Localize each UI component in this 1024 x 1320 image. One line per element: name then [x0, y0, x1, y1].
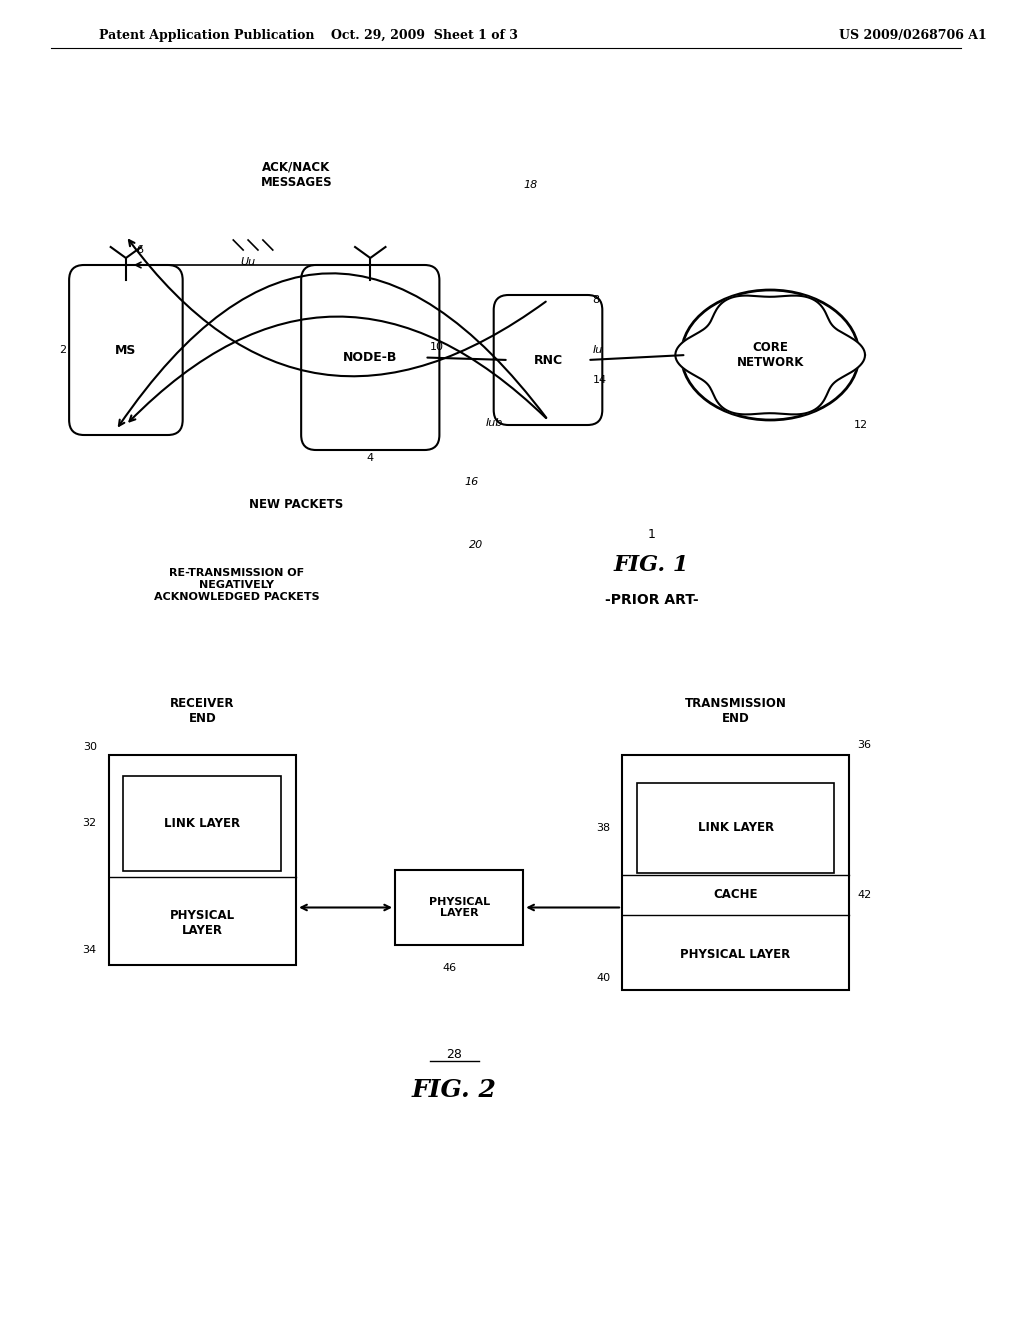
- Text: 4: 4: [367, 453, 374, 463]
- FancyBboxPatch shape: [124, 776, 282, 870]
- Text: PHYSICAL
LAYER: PHYSICAL LAYER: [170, 909, 234, 937]
- Polygon shape: [676, 296, 865, 414]
- Text: 20: 20: [469, 540, 483, 550]
- Text: 16: 16: [464, 477, 478, 487]
- Text: 28: 28: [446, 1048, 462, 1061]
- Text: 30: 30: [83, 742, 96, 752]
- Text: 10: 10: [429, 342, 443, 352]
- Ellipse shape: [681, 290, 859, 420]
- Ellipse shape: [775, 330, 835, 380]
- Text: RE-TRANSMISSION OF
NEGATIVELY
ACKNOWLEDGED PACKETS: RE-TRANSMISSION OF NEGATIVELY ACKNOWLEDG…: [155, 569, 319, 602]
- FancyBboxPatch shape: [494, 294, 602, 425]
- Text: NODE-B: NODE-B: [343, 351, 397, 364]
- Text: 18: 18: [523, 180, 538, 190]
- Text: PHYSICAL
LAYER: PHYSICAL LAYER: [429, 896, 489, 919]
- Ellipse shape: [723, 305, 782, 355]
- Text: 32: 32: [83, 818, 96, 828]
- FancyBboxPatch shape: [622, 755, 849, 990]
- Text: Oct. 29, 2009  Sheet 1 of 3: Oct. 29, 2009 Sheet 1 of 3: [331, 29, 518, 41]
- Text: LINK LAYER: LINK LAYER: [165, 817, 241, 830]
- Text: 46: 46: [442, 964, 457, 973]
- Text: 12: 12: [854, 420, 868, 430]
- Text: RNC: RNC: [534, 354, 562, 367]
- Text: LINK LAYER: LINK LAYER: [697, 821, 774, 834]
- Text: 6: 6: [136, 246, 142, 255]
- FancyBboxPatch shape: [109, 755, 296, 965]
- Text: FIG. 1: FIG. 1: [614, 554, 689, 576]
- Text: Uu: Uu: [241, 257, 256, 267]
- Text: 38: 38: [596, 822, 610, 833]
- FancyBboxPatch shape: [395, 870, 523, 945]
- Text: 36: 36: [857, 741, 871, 750]
- Text: RECEIVER
END: RECEIVER END: [170, 697, 234, 725]
- Text: 8: 8: [593, 294, 600, 305]
- Text: 42: 42: [857, 890, 871, 900]
- Text: Patent Application Publication: Patent Application Publication: [98, 29, 314, 41]
- Text: Iub: Iub: [486, 418, 504, 428]
- FancyBboxPatch shape: [637, 783, 835, 873]
- Text: 34: 34: [83, 945, 96, 954]
- Text: US 2009/0268706 A1: US 2009/0268706 A1: [840, 29, 987, 41]
- Text: NEW PACKETS: NEW PACKETS: [249, 499, 343, 511]
- FancyBboxPatch shape: [301, 265, 439, 450]
- Ellipse shape: [706, 330, 765, 380]
- Text: Iu: Iu: [593, 345, 603, 355]
- Ellipse shape: [723, 355, 782, 405]
- Text: 1: 1: [648, 528, 655, 541]
- Text: TRANSMISSION
END: TRANSMISSION END: [685, 697, 786, 725]
- Text: CACHE: CACHE: [714, 888, 758, 902]
- Text: 2: 2: [59, 345, 67, 355]
- Text: MS: MS: [116, 343, 136, 356]
- Ellipse shape: [758, 355, 817, 405]
- Text: 14: 14: [593, 375, 606, 385]
- Text: CORE
NETWORK: CORE NETWORK: [736, 341, 804, 370]
- Text: FIG. 2: FIG. 2: [412, 1078, 497, 1102]
- Text: PHYSICAL LAYER: PHYSICAL LAYER: [681, 948, 791, 961]
- Text: -PRIOR ART-: -PRIOR ART-: [605, 593, 698, 607]
- Ellipse shape: [758, 305, 817, 355]
- Ellipse shape: [686, 294, 854, 414]
- Text: ACK/NACK
MESSAGES: ACK/NACK MESSAGES: [260, 161, 332, 189]
- Text: 40: 40: [596, 973, 610, 983]
- FancyBboxPatch shape: [69, 265, 182, 436]
